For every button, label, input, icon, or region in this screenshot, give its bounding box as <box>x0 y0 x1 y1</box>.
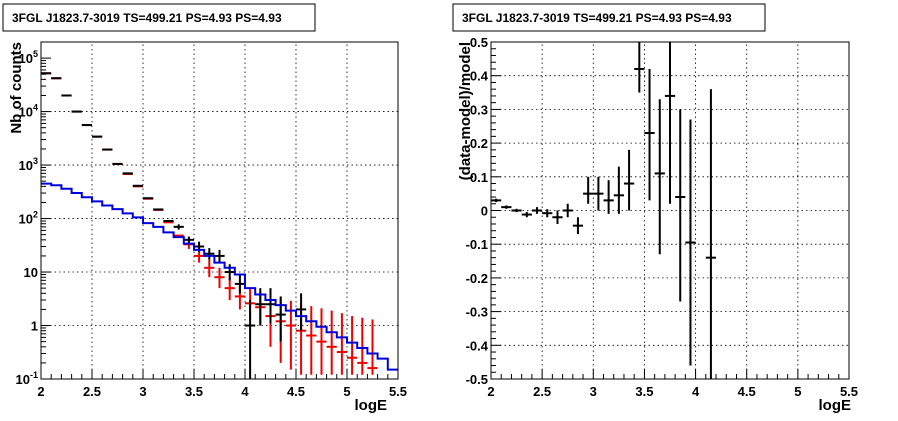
right-chart-title: 3FGL J1823.7-3019 TS=499.21 PS=4.93 PS=4… <box>462 11 732 25</box>
x-tick-label: 4.5 <box>738 384 756 399</box>
right-grid <box>491 42 849 379</box>
x-tick-label: 4.5 <box>287 384 305 399</box>
right-y-axis-title: (data-model)/model <box>457 42 474 180</box>
y-tick-label: -0.4 <box>466 338 489 353</box>
x-tick-label: 2 <box>487 384 494 399</box>
right-panel: 2 2.5 3 3.5 4 4.5 5 5.5 -0.5 -0.4 -0.3 -0.2 -0.1 0 0.1… <box>452 3 858 414</box>
x-tick-label: 2.5 <box>533 384 551 399</box>
right-x-axis-title: logE <box>819 397 852 414</box>
y-tick-label: 103 <box>19 156 38 173</box>
left-plot-marks <box>41 72 398 379</box>
y-tick-label: 102 <box>19 210 38 227</box>
y-tick-label: 10-1 <box>16 370 38 387</box>
x-tick-label: 5.5 <box>840 384 858 399</box>
x-tick-label: 5 <box>794 384 801 399</box>
y-tick-label: 1 <box>31 319 38 334</box>
y-tick-label: -0.1 <box>466 237 488 252</box>
black-data-series <box>491 42 717 379</box>
x-tick-label: 5.5 <box>389 384 407 399</box>
right-plot-marks <box>491 42 717 379</box>
left-grid <box>41 42 398 379</box>
y-tick-label: 0.4 <box>470 69 489 84</box>
x-tick-label: 3.5 <box>635 384 653 399</box>
x-tick-label: 4 <box>692 384 700 399</box>
left-x-axis-title: logE <box>355 397 388 414</box>
y-tick-label: -0.2 <box>466 271 488 286</box>
left-y-axis-title: Nb of counts <box>8 42 25 134</box>
y-tick-label: 0 <box>481 204 488 219</box>
right-title-box <box>452 3 766 32</box>
x-tick-label: 5 <box>343 384 350 399</box>
y-tick-label: 0.1 <box>470 170 488 185</box>
left-plot-frame <box>40 41 399 380</box>
x-tick-label: 4 <box>241 384 249 399</box>
y-tick-label: 0.2 <box>470 136 488 151</box>
x-tick-label: 3 <box>590 384 597 399</box>
y-tick-label: 10 <box>24 265 38 280</box>
right-axis-ticks: 2 2.5 3 3.5 4 4.5 5 5.5 -0.5 -0.4 -0.3 -0.2 -0.1 0 0.1… <box>466 35 858 399</box>
x-tick-label: 2.5 <box>83 384 101 399</box>
y-tick-label: -0.5 <box>466 372 488 387</box>
left-chart-title: 3FGL J1823.7-3019 TS=499.21 PS=4.93 PS=4… <box>12 11 282 25</box>
model-step-line <box>41 182 398 371</box>
y-tick-label: 0.5 <box>470 35 488 50</box>
x-tick-label: 3.5 <box>185 384 203 399</box>
x-tick-label: 2 <box>37 384 44 399</box>
y-tick-label: 0.3 <box>470 102 488 117</box>
left-title-box <box>2 3 316 32</box>
black-data-series <box>41 72 307 379</box>
x-tick-label: 3 <box>139 384 146 399</box>
y-tick-label: -0.3 <box>466 305 488 320</box>
